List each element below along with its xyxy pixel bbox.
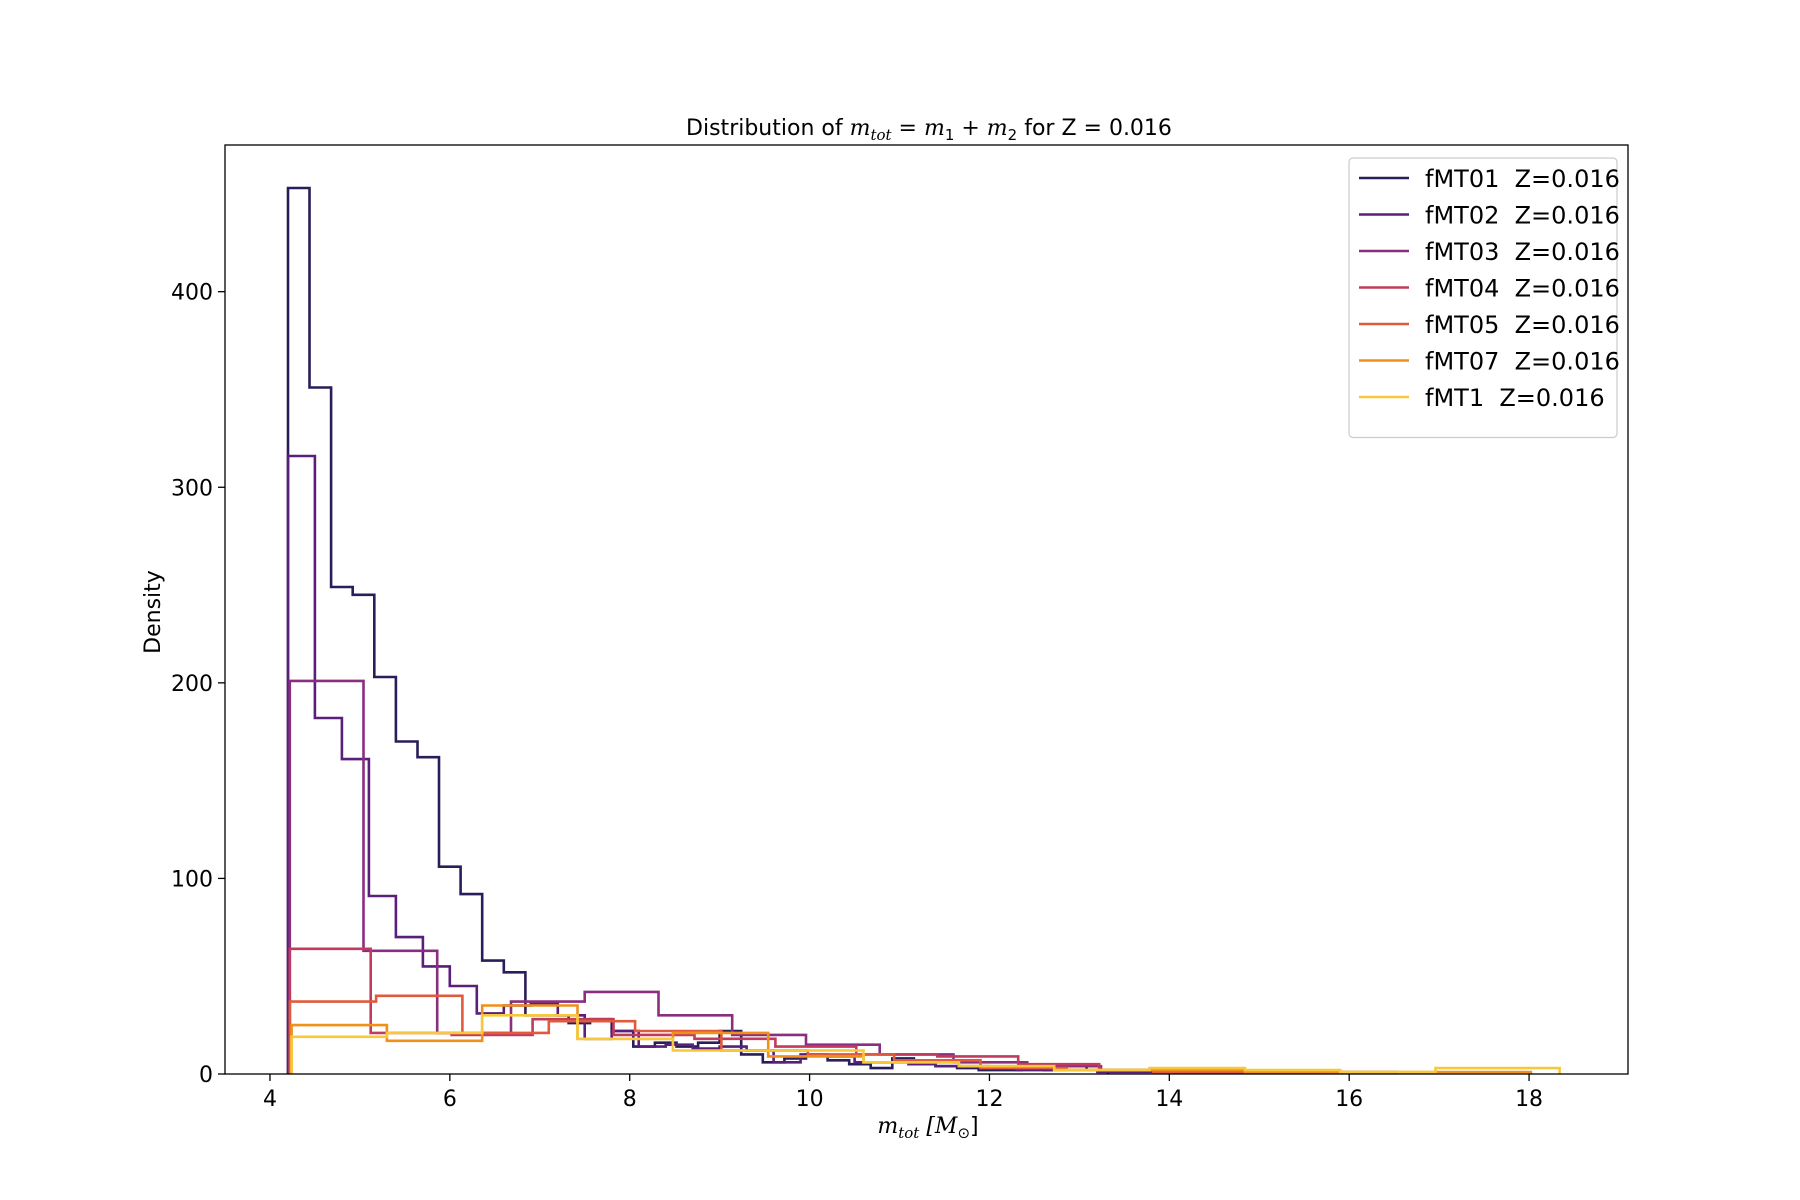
- y-axis-label: Density: [141, 570, 166, 654]
- x-tick-label: 6: [443, 1087, 457, 1112]
- x-tick-label: 18: [1515, 1087, 1543, 1112]
- axes-frame: [224, 144, 1629, 1075]
- x-tick-label: 14: [1155, 1087, 1183, 1112]
- y-tick-label: 400: [171, 281, 213, 306]
- x-tick-label: 4: [263, 1087, 277, 1112]
- legend-label-7: fMT1 Z=0.016: [1425, 384, 1605, 412]
- series-layer: [286, 186, 1561, 1074]
- x-tick-label: 12: [975, 1087, 1003, 1112]
- y-tick-label: 200: [171, 672, 213, 697]
- tick-layer: 4 6 8 10 12 14 16 18 0 100 200 300 400: [171, 281, 1543, 1112]
- y-tick-label: 300: [171, 476, 213, 501]
- series-line-7: [290, 1014, 1561, 1074]
- x-axis-label: mtot [M⊙]: [877, 1114, 978, 1142]
- legend-label-1: fMT01 Z=0.016: [1425, 165, 1620, 193]
- y-tick-label: 100: [171, 867, 213, 892]
- legend-label-5: fMT05 Z=0.016: [1425, 311, 1620, 339]
- legend-label-4: fMT04 Z=0.016: [1425, 275, 1620, 303]
- legend-box: [1348, 157, 1618, 439]
- chart-title: Distribution of mtot = m1 + m2 for Z = 0…: [686, 116, 1172, 144]
- legend-label-3: fMT03 Z=0.016: [1425, 238, 1620, 266]
- x-tick-label: 10: [796, 1087, 824, 1112]
- x-tick-label: 8: [623, 1087, 637, 1112]
- x-tick-label: 16: [1335, 1087, 1363, 1112]
- y-tick-label: 0: [199, 1063, 213, 1088]
- legend-label-2: fMT02 Z=0.016: [1425, 202, 1620, 230]
- legend: fMT01 Z=0.016 fMT02 Z=0.016 fMT03 Z=0.016 f…: [1348, 157, 1620, 439]
- legend-label-6: fMT07 Z=0.016: [1425, 348, 1620, 376]
- series-line-1: [286, 186, 1110, 1074]
